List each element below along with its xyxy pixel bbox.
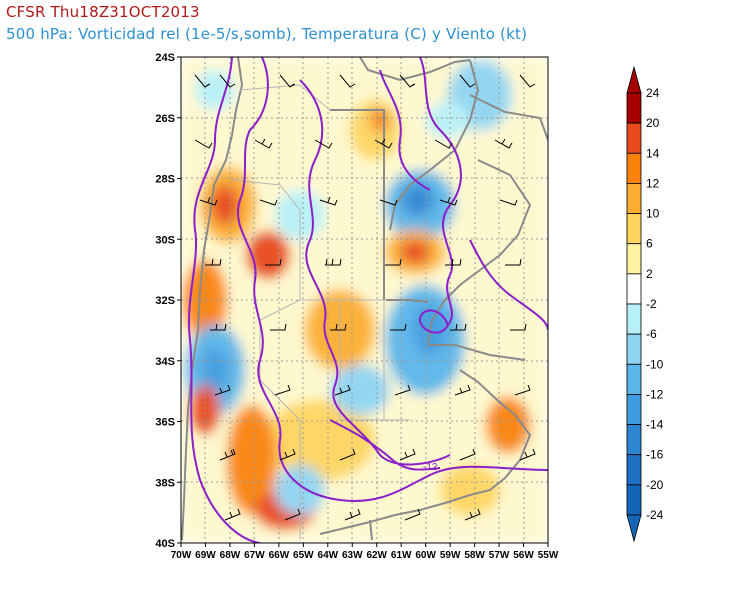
colorbar-label: 6 [646,237,653,251]
temperature-isotherms [188,57,548,543]
latitude-labels: 24S 26S 28S 30S 32S 34S 36S 38S 40S [155,52,181,550]
colorbar-segment [626,213,642,245]
lon-label: 57W [489,550,510,561]
colorbar-segment [626,333,642,365]
colorbar-segment [626,152,642,184]
colorbar-segment [626,303,642,335]
lon-label: 60W [415,550,436,561]
colorbar-segment [626,394,642,425]
colorbar-label: -10 [646,357,664,371]
lon-label: 70W [171,550,192,561]
lat-label: 26S [155,113,175,125]
colorbar-segment [626,273,642,305]
colorbar-segment [626,243,642,275]
lon-label: 66W [269,550,290,561]
colorbar-label: -6 [646,327,657,341]
colorbar-label: 10 [646,207,660,221]
lon-label: 63W [342,550,363,561]
colorbar-label: 2 [646,267,653,281]
colorbar-segment [626,454,642,486]
colorbar-label: -2 [646,297,657,311]
graticule [181,57,548,543]
lon-label: 69W [195,550,216,561]
lat-label: 30S [155,234,175,246]
field-description: 500 hPa: Vorticidad rel (1e-5/s,somb), T… [6,25,528,43]
lat-label: 34S [155,356,175,368]
lat-label: 38S [155,477,175,489]
colorbar-segment [626,92,642,124]
colorbar-segment [626,183,642,214]
colorbar-label: -14 [646,418,664,432]
colorbar-segment [626,363,642,395]
lon-label: 65W [293,550,314,561]
colorbar-segment [626,484,642,516]
province-lines [231,84,410,540]
lon-label: 58W [464,550,485,561]
lat-label: 24S [155,52,175,64]
colorbar: 24 20 14 12 10 6 2 -2 -6 -10 -12 -14 -16 -20 -24 [626,65,664,543]
lon-label: 56W [513,550,534,561]
colorbar-label: 24 [646,86,660,100]
lon-label: 64W [318,550,339,561]
lat-label: 36S [155,417,175,429]
lon-label: 61W [391,550,412,561]
lon-label: 55W [538,550,559,561]
colorbar-label: -24 [646,508,664,522]
model-run-title: CFSR Thu18Z31OCT2013 [6,3,200,21]
colorbar-label: -12 [646,387,664,401]
colorbar-label: -20 [646,478,664,492]
colorbar-segment [626,122,642,154]
political-boundaries [181,57,548,541]
colorbar-bottom-triangle [626,514,642,543]
lat-label: 32S [155,295,175,307]
colorbar-label: 12 [646,176,660,190]
lon-label: 67W [244,550,265,561]
wind-barbs [194,74,536,521]
colorbar-label: 14 [646,146,660,160]
lat-label: 40S [155,538,175,550]
lat-label: 28S [155,174,175,186]
map-panel: -12 [180,56,549,544]
colorbar-label: -16 [646,448,664,462]
colorbar-label: 20 [646,116,660,130]
colorbar-segment [626,424,642,456]
lon-label: 68W [220,550,241,561]
lon-label: 62W [366,550,387,561]
isotherm-label: -12 [423,462,438,473]
lon-label: 59W [440,550,461,561]
longitude-labels: 70W 69W 68W 67W 66W 65W 64W 63W 62W 61W 60W 59W 58W 5… [171,543,559,561]
colorbar-top-triangle [626,65,642,94]
